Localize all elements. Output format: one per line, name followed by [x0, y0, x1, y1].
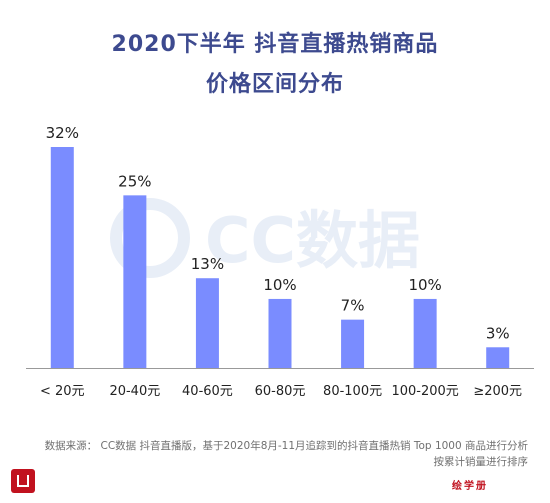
- data-label-3: 10%: [263, 276, 296, 294]
- watermark: CC数据: [110, 198, 420, 278]
- bar-0: [50, 147, 74, 368]
- data-label-1: 25%: [118, 172, 151, 190]
- bar-series: [50, 147, 510, 368]
- brand-mark: 绘学册: [452, 481, 488, 492]
- data-label-2: 13%: [191, 255, 224, 273]
- chart-title-line1: 2020下半年 抖音直播热销商品: [111, 32, 439, 57]
- bar-5: [413, 298, 437, 368]
- x-tick-label-5: 100-200元: [391, 384, 458, 399]
- watermark-text: CC数据: [205, 204, 420, 277]
- watermark-logo-icon: [110, 198, 190, 278]
- data-label-0: 32%: [46, 124, 79, 142]
- data-label-5: 10%: [408, 276, 441, 294]
- x-tick-label-4: 80-100元: [323, 384, 382, 399]
- source-note-line2: 按累计销量进行排序: [433, 456, 529, 468]
- bar-2: [195, 278, 219, 368]
- bar-3: [268, 298, 292, 368]
- publisher-logo-icon: [11, 469, 35, 493]
- x-tick-label-3: 60-80元: [255, 384, 306, 399]
- x-tick-labels: < 20元 20-40元 40-60元 60-80元 80-100元 100-200元 ≥2…: [40, 384, 522, 399]
- x-tick-label-2: 40-60元: [182, 384, 233, 399]
- bar-1: [123, 195, 147, 368]
- x-tick-label-6: ≥200元: [473, 384, 522, 399]
- data-labels: 32% 25% 13% 10% 7% 10% 3%: [46, 124, 510, 342]
- x-tick-label-0: < 20元: [40, 384, 85, 399]
- bar-4: [341, 319, 365, 368]
- source-note-line1: 数据来源： CC数据 抖音直播版，基于2020年8月-11月追踪到的抖音直播热销…: [44, 440, 528, 452]
- data-label-4: 7%: [341, 297, 365, 315]
- data-label-6: 3%: [486, 324, 510, 342]
- x-tick-label-1: 20-40元: [109, 384, 160, 399]
- bar-6: [486, 347, 510, 368]
- chart-title-line2: 价格区间分布: [205, 72, 344, 97]
